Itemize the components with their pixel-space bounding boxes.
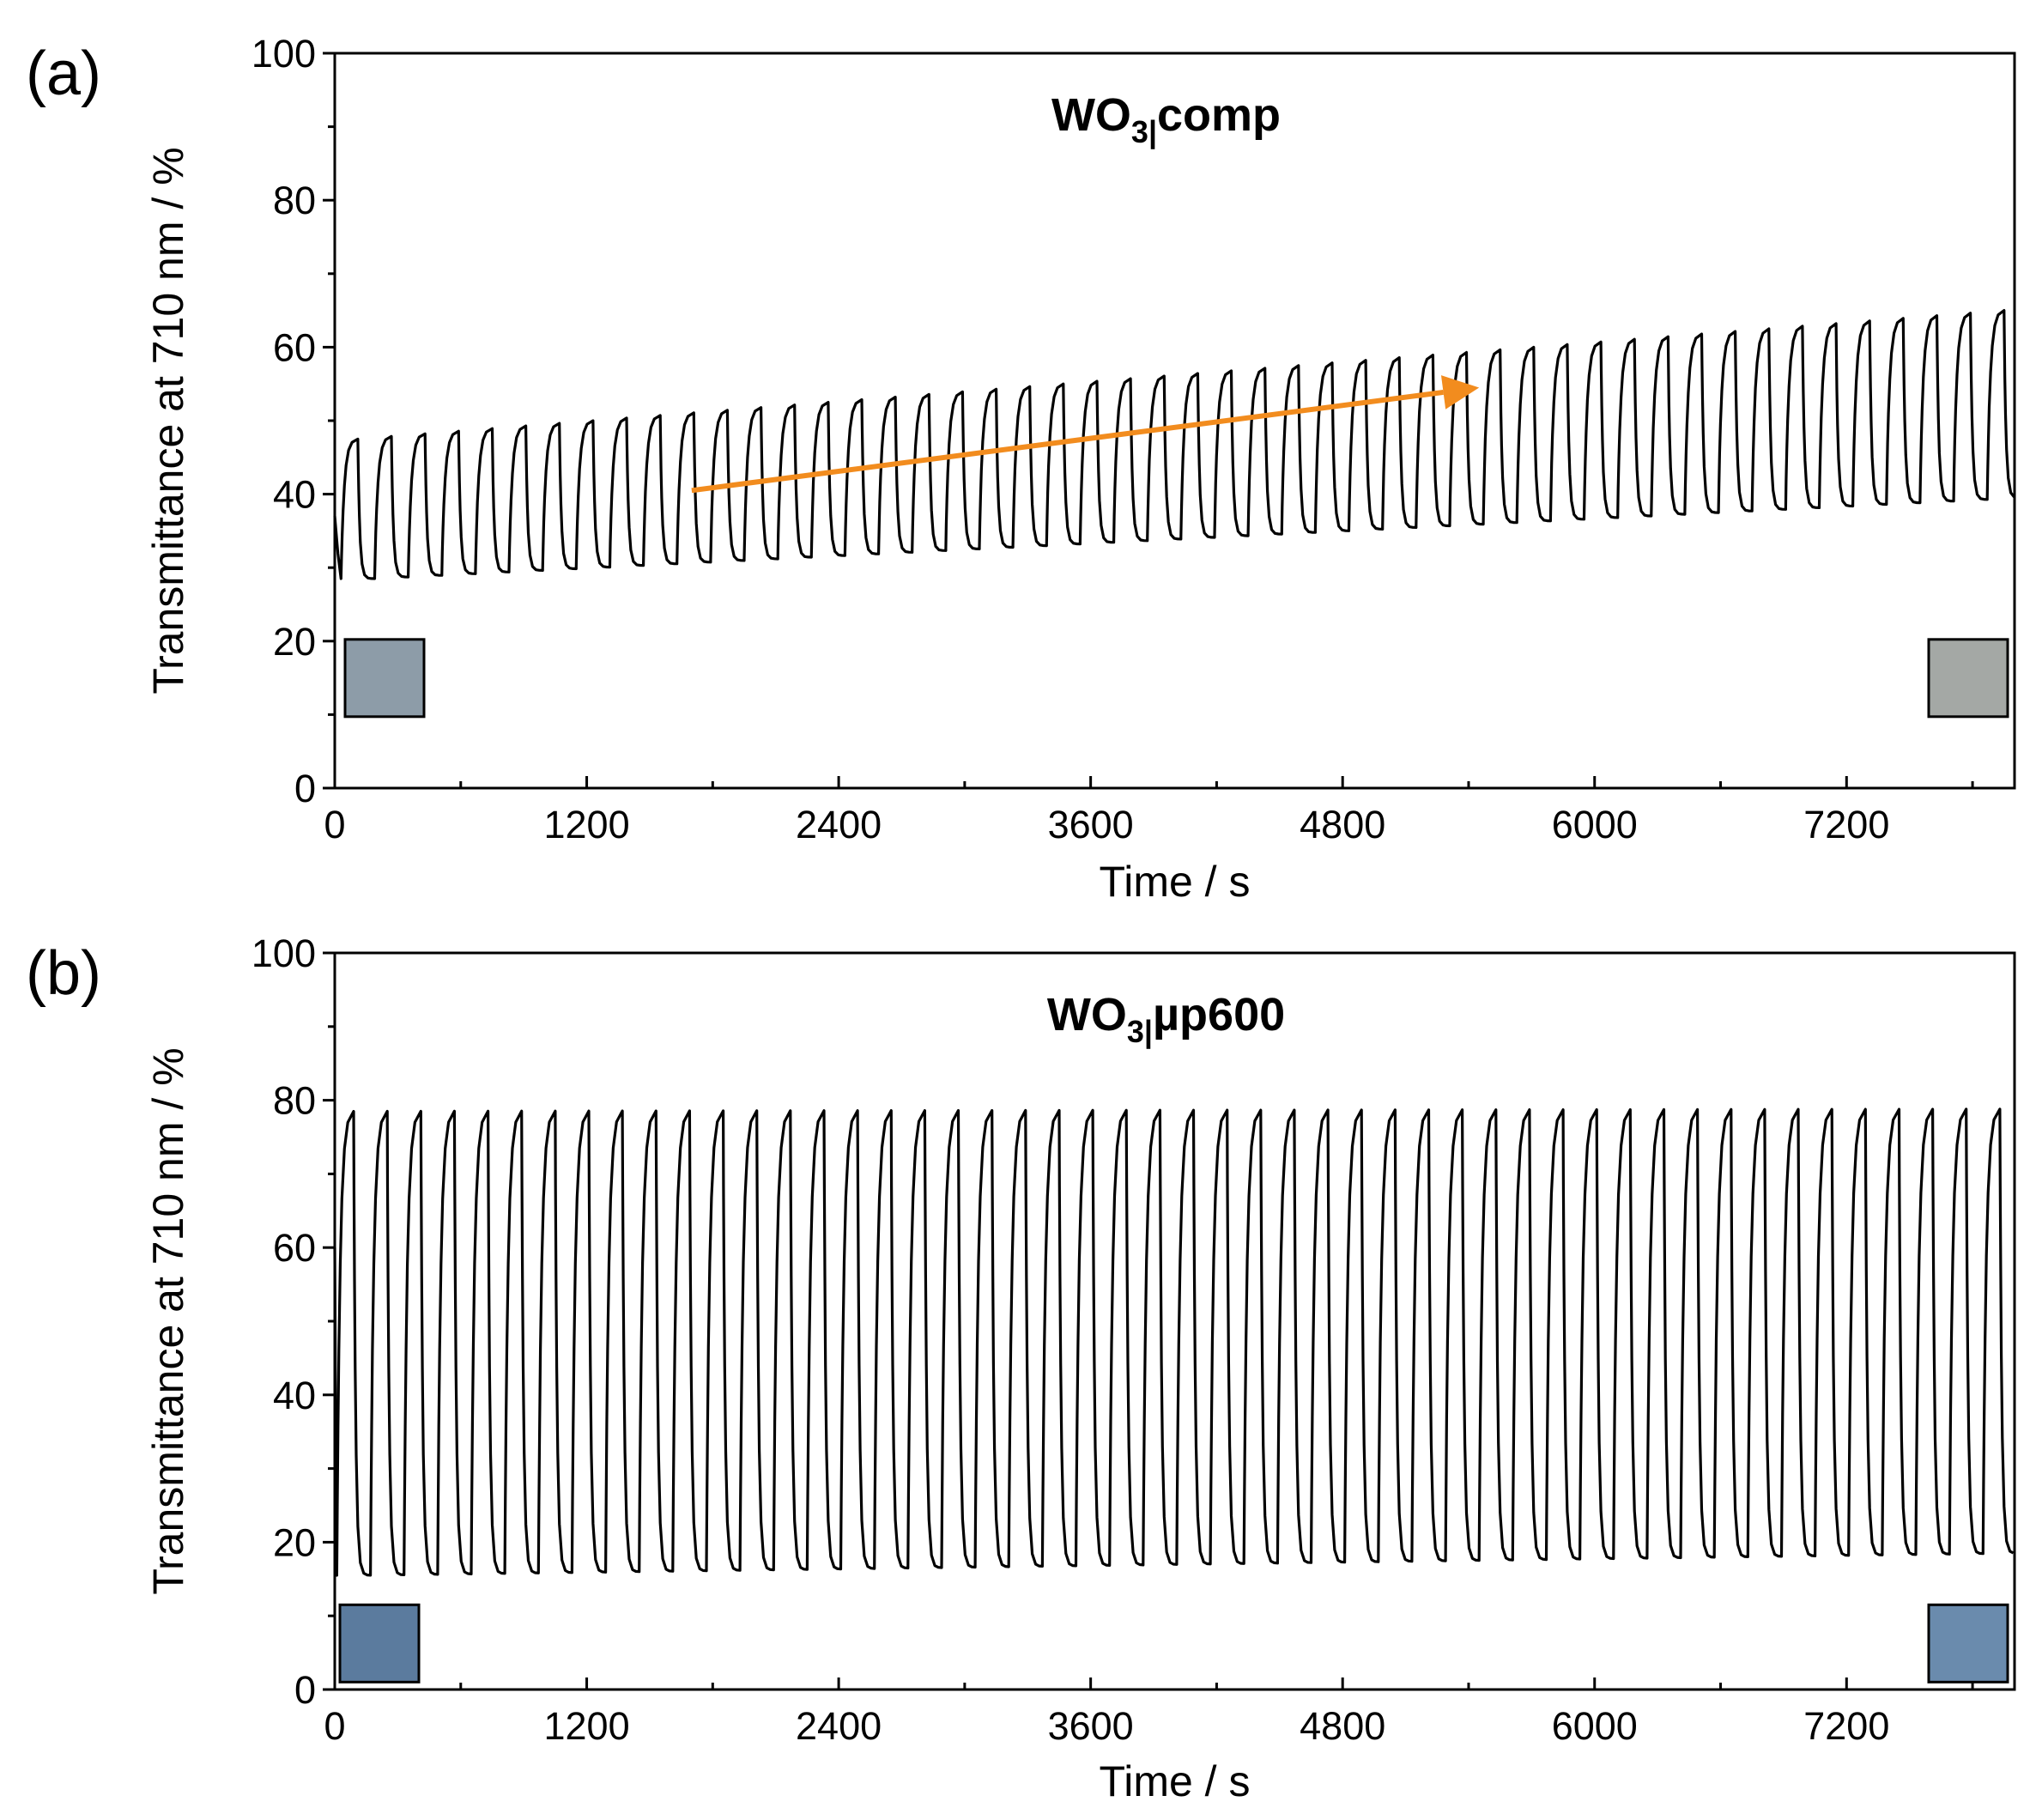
x-tick-label: 0 [324, 803, 345, 846]
panel-a: (a) WO3|comp 0 1200 2400 3600 4800 6000 7200 0 20 4… [26, 32, 2016, 906]
series-line-transmittance [333, 309, 2015, 580]
color-swatch-bottom-right [1927, 638, 2009, 719]
title-subscript: 3| [1127, 1014, 1153, 1050]
title-main: WO [1051, 89, 1131, 141]
y-tick-label: 20 [273, 1520, 316, 1564]
x-tick-label: 1200 [543, 803, 629, 846]
x-axis-label: Time / s [1100, 858, 1251, 906]
panel-label: (b) [26, 939, 101, 1008]
y-tick-label: 40 [273, 1374, 316, 1417]
title-main: WO [1047, 989, 1127, 1040]
y-tick-label: 100 [251, 931, 316, 975]
y-tick-label: 20 [273, 620, 316, 664]
y-tick-label: 100 [251, 32, 316, 76]
y-axis-label: Transmittance at 710 nm / % [144, 1047, 192, 1594]
trend-arrow-head [1440, 375, 1480, 410]
chart-title: WO3|comp [1051, 89, 1281, 150]
color-swatch-bottom-left [343, 638, 426, 719]
x-tick-label: 2400 [796, 803, 882, 846]
series-line-transmittance [333, 1107, 2015, 1577]
x-tick-label: 6000 [1552, 1704, 1638, 1748]
title-rest: µp600 [1153, 989, 1285, 1040]
y-tick-label: 60 [273, 1226, 316, 1270]
panel-label: (a) [26, 39, 101, 108]
color-swatch-bottom-left [338, 1603, 421, 1684]
panel-b: (b) WO3|µp600 0 1200 2400 3600 4800 6000 7200 0 20… [26, 931, 2016, 1805]
x-tick-label: 0 [324, 1704, 345, 1748]
color-swatch-bottom-right [1927, 1603, 2009, 1684]
x-tick-label: 6000 [1552, 803, 1638, 846]
trend-arrow-shaft [691, 389, 1444, 494]
title-rest: comp [1157, 89, 1281, 141]
plot-frame [333, 951, 2016, 1691]
y-axis-label: Transmittance at 710 nm / % [144, 147, 192, 694]
chart-title: WO3|µp600 [1047, 989, 1285, 1050]
y-tick-label: 60 [273, 325, 316, 369]
x-tick-label: 7200 [1803, 803, 1889, 846]
x-tick-label: 3600 [1048, 1704, 1134, 1748]
x-axis-label: Time / s [1100, 1757, 1251, 1805]
y-tick-label: 40 [273, 473, 316, 517]
y-tick-label: 80 [273, 179, 316, 222]
x-tick-label: 4800 [1300, 1704, 1385, 1748]
y-tick-label: 80 [273, 1079, 316, 1123]
title-subscript: 3| [1131, 114, 1157, 150]
plot-frame [333, 52, 2016, 790]
x-tick-label: 7200 [1803, 1704, 1889, 1748]
y-tick-label: 0 [294, 767, 316, 810]
x-tick-label: 4800 [1300, 803, 1385, 846]
y-tick-label: 0 [294, 1668, 316, 1712]
x-tick-label: 1200 [543, 1704, 629, 1748]
x-tick-label: 2400 [796, 1704, 882, 1748]
x-tick-label: 3600 [1048, 803, 1134, 846]
